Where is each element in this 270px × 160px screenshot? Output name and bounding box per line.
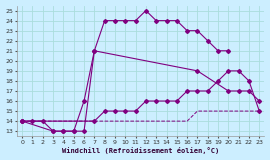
X-axis label: Windchill (Refroidissement éolien,°C): Windchill (Refroidissement éolien,°C) — [62, 148, 219, 154]
